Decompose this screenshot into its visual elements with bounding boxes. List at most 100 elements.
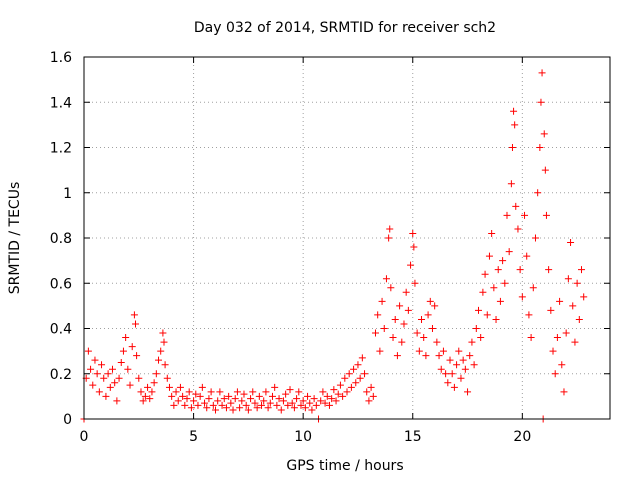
data-point [288, 399, 296, 407]
y-tick-label: 0.8 [50, 231, 72, 247]
data-point [282, 390, 290, 398]
data-point [150, 379, 158, 387]
data-point [165, 383, 173, 391]
data-point [144, 383, 152, 391]
data-point [542, 211, 550, 219]
data-point [459, 356, 467, 364]
data-point [380, 325, 388, 332]
data-point [475, 306, 482, 314]
data-point [339, 392, 347, 400]
data-point [402, 288, 410, 296]
data-point [578, 266, 586, 274]
data-point [352, 379, 360, 387]
data-point [369, 392, 377, 400]
data-point [183, 395, 191, 403]
data-point [176, 383, 184, 391]
data-point [347, 383, 355, 391]
data-point [102, 392, 110, 400]
data-point [477, 334, 485, 342]
x-tick-label: 10 [294, 429, 312, 445]
data-point [575, 315, 583, 323]
data-point [385, 234, 393, 242]
data-point [231, 395, 239, 403]
data-point [549, 347, 557, 355]
data-point [537, 98, 545, 106]
data-point [446, 356, 454, 364]
data-point [569, 302, 577, 310]
data-point [481, 270, 489, 278]
data-point [271, 383, 279, 391]
data-point [562, 329, 570, 337]
data-point [556, 297, 564, 305]
data-point [354, 361, 362, 369]
data-point [187, 404, 195, 412]
data-point [284, 401, 292, 409]
data-point [218, 401, 226, 409]
data-point [418, 315, 426, 323]
data-point [336, 381, 344, 389]
data-point [511, 121, 519, 129]
data-point [453, 361, 461, 369]
data-point [220, 395, 228, 403]
data-point [503, 211, 511, 219]
data-point [273, 401, 281, 409]
data-point [378, 297, 386, 305]
data-point [262, 388, 270, 396]
data-point [198, 383, 206, 391]
data-point [174, 397, 182, 405]
x-tick-label: 15 [404, 429, 422, 445]
data-point [413, 329, 421, 337]
y-tick-label: 1.4 [50, 95, 72, 111]
data-point [152, 370, 160, 378]
data-point [332, 397, 340, 405]
data-point [398, 338, 406, 346]
data-point [203, 404, 211, 412]
data-point [297, 401, 305, 409]
data-point [508, 144, 516, 151]
data-point [87, 365, 95, 373]
data-point [172, 388, 180, 396]
data-point [490, 284, 498, 292]
x-axis-title: GPS time / hours [286, 458, 403, 474]
data-point [529, 284, 537, 292]
data-point [567, 239, 575, 247]
data-point [439, 347, 447, 355]
data-point [499, 257, 507, 265]
data-point [157, 347, 165, 355]
data-point [435, 352, 443, 360]
data-point [304, 392, 312, 400]
data-point [371, 329, 379, 337]
data-point [84, 347, 92, 355]
data-point [551, 370, 559, 378]
data-point [277, 406, 285, 414]
data-point [119, 347, 127, 355]
data-point [415, 347, 423, 355]
data-point [264, 404, 272, 412]
data-point [115, 374, 123, 382]
data-point [343, 388, 351, 396]
data-point [428, 325, 436, 332]
y-tick-label: 0.6 [50, 276, 72, 292]
data-point [573, 279, 581, 287]
axis-ticks [83, 56, 610, 420]
data-point [442, 370, 450, 378]
data-point [525, 311, 533, 319]
data-point [367, 383, 375, 391]
y-tick-label: 0.2 [50, 367, 72, 383]
data-point [132, 320, 140, 328]
data-point [181, 401, 189, 409]
data-point [295, 388, 303, 396]
data-point [238, 397, 246, 405]
data-point [185, 388, 193, 396]
data-point [160, 338, 168, 346]
data-point [507, 180, 515, 188]
data-point [514, 225, 522, 233]
data-point [545, 266, 553, 274]
data-point [190, 397, 198, 405]
data-point [286, 386, 294, 394]
data-point [393, 352, 401, 360]
data-point [91, 356, 99, 364]
data-point [374, 311, 382, 319]
data-point [93, 370, 101, 378]
